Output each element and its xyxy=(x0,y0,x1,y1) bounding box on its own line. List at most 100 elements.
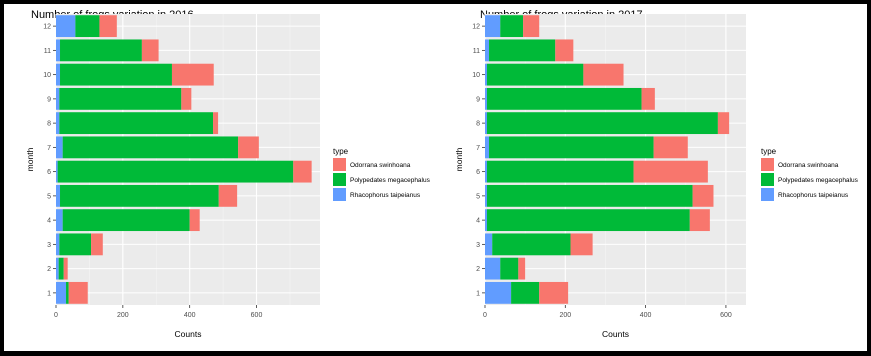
bar-segment xyxy=(485,209,488,232)
bar-segment xyxy=(485,136,490,159)
bar-segment xyxy=(99,15,117,38)
bar-segment xyxy=(633,160,708,183)
y-tick-label: 2 xyxy=(476,266,480,273)
bar-segment xyxy=(181,87,192,110)
x-tick-label: 200 xyxy=(559,312,571,319)
legend-title: type xyxy=(761,147,777,156)
y-tick-label: 6 xyxy=(47,169,51,176)
bar-segment xyxy=(56,209,63,232)
bar-segment xyxy=(56,257,59,280)
y-tick-label: 3 xyxy=(47,242,51,249)
x-tick-label: 0 xyxy=(54,312,58,319)
y-tick-label: 7 xyxy=(47,145,51,152)
chart-2: Number of frogs variation in 20171234567… xyxy=(454,9,859,339)
bar-segment xyxy=(57,160,294,183)
bar-segment xyxy=(487,184,693,207)
bar-segment xyxy=(485,184,488,207)
bar-segment xyxy=(59,112,214,135)
legend-swatch xyxy=(333,188,346,201)
y-tick-label: 6 xyxy=(476,169,480,176)
bar-segment xyxy=(56,15,76,38)
bar-segment xyxy=(485,63,488,86)
bar-segment xyxy=(518,257,526,280)
bar-segment xyxy=(489,39,556,62)
legend-swatch xyxy=(761,173,774,186)
bar-segment xyxy=(487,63,584,86)
bar-segment xyxy=(293,160,312,183)
legend-swatch xyxy=(761,188,774,201)
bar-segment xyxy=(485,257,501,280)
y-tick-label: 5 xyxy=(476,193,480,200)
plot-panel xyxy=(56,14,320,305)
bar-segment xyxy=(75,15,100,38)
bar-segment xyxy=(641,87,655,110)
bar-segment xyxy=(485,39,490,62)
y-tick-label: 4 xyxy=(476,218,480,225)
legend-label: Odorrana swinhoana xyxy=(778,162,839,169)
x-axis-label: Counts xyxy=(602,329,629,339)
y-tick-label: 1 xyxy=(47,290,51,297)
x-tick-label: 400 xyxy=(184,312,196,319)
bar-segment xyxy=(62,209,190,232)
y-tick-label: 9 xyxy=(47,96,51,103)
bar-segment xyxy=(56,281,67,304)
bar-segment xyxy=(653,136,688,159)
bar-segment xyxy=(56,233,60,256)
bar-segment xyxy=(60,184,219,207)
bar-segment xyxy=(62,136,239,159)
y-tick-label: 11 xyxy=(473,48,480,55)
bar-segment xyxy=(489,136,654,159)
bar-segment xyxy=(91,233,103,256)
bar-segment xyxy=(141,39,159,62)
bar-segment xyxy=(539,281,569,304)
bar-segment xyxy=(189,209,200,232)
bar-segment xyxy=(171,63,214,86)
bar-segment xyxy=(485,15,501,38)
bar-segment xyxy=(213,112,219,135)
legend-label: Rhacophorus taipeianus xyxy=(778,192,849,199)
legend-title: type xyxy=(333,147,349,156)
y-tick-label: 8 xyxy=(476,121,480,128)
legend-swatch xyxy=(333,173,346,186)
y-tick-label: 12 xyxy=(472,24,480,31)
bar-segment xyxy=(485,112,488,135)
bar-segment xyxy=(66,281,69,304)
bar-segment xyxy=(583,63,624,86)
bar-segment xyxy=(56,184,61,207)
y-axis-label: month xyxy=(25,147,35,171)
legend-swatch xyxy=(333,158,346,171)
bar-segment xyxy=(692,184,714,207)
bar-segment xyxy=(68,281,88,304)
bar-segment xyxy=(492,233,571,256)
y-tick-label: 11 xyxy=(44,48,51,55)
bar-segment xyxy=(570,233,593,256)
bar-segment xyxy=(487,87,642,110)
bar-segment xyxy=(485,160,488,183)
y-tick-label: 10 xyxy=(472,72,480,79)
bar-segment xyxy=(689,209,710,232)
legend-label: Odorrana swinhoana xyxy=(350,162,411,169)
bar-segment xyxy=(63,257,68,280)
bar-segment xyxy=(59,87,182,110)
y-tick-label: 4 xyxy=(47,218,51,225)
bar-segment xyxy=(717,112,730,135)
y-tick-label: 3 xyxy=(476,242,480,249)
bar-segment xyxy=(58,257,64,280)
bar-segment xyxy=(500,15,524,38)
bar-segment xyxy=(56,112,60,135)
x-axis-label: Counts xyxy=(175,329,202,339)
bar-segment xyxy=(555,39,574,62)
y-tick-label: 2 xyxy=(47,266,51,273)
y-axis-label: month xyxy=(454,147,464,171)
x-tick-label: 400 xyxy=(640,312,652,319)
legend-swatch xyxy=(761,158,774,171)
bar-segment xyxy=(56,39,61,62)
bar-segment xyxy=(487,209,690,232)
y-tick-label: 10 xyxy=(43,72,51,79)
bar-segment xyxy=(485,87,488,110)
x-tick-label: 600 xyxy=(251,312,263,319)
figure-frame: Number of frogs variation in 20161234567… xyxy=(4,4,867,351)
bar-segment xyxy=(511,281,540,304)
